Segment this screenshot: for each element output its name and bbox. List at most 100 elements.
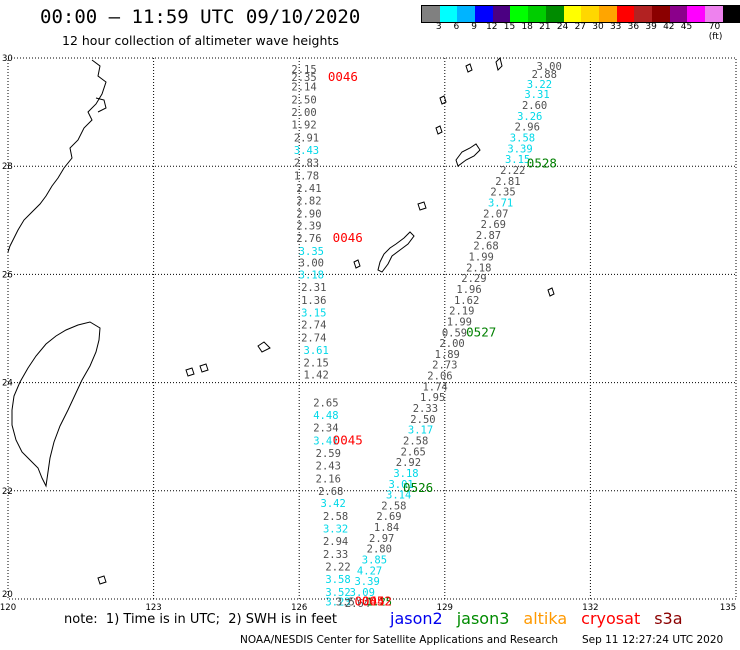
wave-height-value: 2.82 [296, 195, 321, 207]
wave-height-value: 2.74 [301, 333, 326, 345]
wave-height-value: 1.96 [456, 284, 481, 296]
latitude-label: 26 [2, 270, 13, 280]
latitude-label: 24 [2, 379, 13, 389]
wave-height-value: 2.80 [367, 544, 392, 556]
wave-height-value: 2.22 [325, 562, 350, 574]
yaeyama-island [185, 367, 195, 377]
wave-height-value: 2.58 [381, 500, 406, 512]
longitude-label: 126 [291, 603, 307, 613]
lat-lon-grid [7, 57, 737, 600]
wave-height-value: 1.95 [420, 392, 445, 404]
colorbar-swatch [439, 6, 458, 22]
wave-height-value: 2.33 [413, 403, 438, 415]
wave-height-value: 3.22 [527, 79, 552, 91]
colorbar-swatch [722, 6, 740, 22]
wave-height-value: 3.58 [510, 133, 535, 145]
latitude-label: 20 [2, 590, 13, 600]
wave-height-value: 2.06 [427, 371, 452, 383]
colorbar-swatch [598, 6, 617, 22]
wave-height-value: 2.22 [500, 165, 525, 177]
kumejima-island [353, 259, 361, 269]
longitude-label: 123 [145, 603, 161, 613]
pass-time-label: 0046 [328, 69, 358, 84]
colorbar-label: 27 [574, 22, 587, 32]
colorbar-label: 30 [592, 22, 604, 32]
colorbar-swatch [510, 6, 529, 22]
colorbar-label: 24 [556, 22, 569, 32]
wave-height-value: 2.39 [296, 221, 321, 233]
colorbar-label: 3 [435, 22, 442, 32]
colorbar-label: 70 (ft) [708, 22, 723, 42]
colorbar-label: 12 [486, 22, 498, 32]
taiwan-coastline [11, 321, 101, 488]
legend-s3a: s3a [654, 609, 683, 628]
wave-height-value: 2.76 [296, 233, 321, 245]
wave-height-value: 2.35 [291, 72, 316, 84]
colorbar-swatch [705, 6, 723, 22]
colorbar-swatch [422, 6, 440, 22]
wave-height-value: 3.15 [505, 154, 530, 166]
colorbar-swatch [669, 6, 688, 22]
wave-height-value: 2.81 [495, 176, 520, 188]
wave-height-value: 3.61 [304, 345, 329, 357]
wave-height-value: 2.50 [410, 414, 435, 426]
islet-east [439, 95, 447, 105]
colorbar-label: 21 [539, 22, 551, 32]
map-title: 00:00 – 11:59 UTC 09/10/2020 [40, 6, 361, 28]
wave-height-value: 4.27 [357, 565, 382, 577]
pass-time-label: 0044 [355, 594, 385, 609]
wave-height-value: 3.5 [336, 597, 355, 609]
wave-height-value: 2.87 [476, 230, 501, 242]
wave-height-value: 1.99 [469, 252, 494, 264]
wave-height-value: 1.42 [304, 369, 329, 381]
wave-height-value: 3.15 [301, 307, 326, 319]
wave-height-value: 1.99 [447, 316, 472, 328]
wave-height-value: 0.59 [442, 327, 467, 339]
wave-height-value: 3.17 [408, 425, 433, 437]
wave-height-value: 3.71 [488, 197, 513, 209]
wave-height-value: 3.35 [299, 246, 324, 258]
colorbar-label: 42 [663, 22, 675, 32]
wave-height-value: 1.25 [367, 597, 392, 609]
colorbar-swatch [581, 6, 599, 22]
wave-height-value: 2.90 [296, 208, 321, 220]
wave-height-value: 1.36 [301, 295, 326, 307]
satellite-legend: jason2 jason3 altika cryosat s3a [390, 609, 697, 628]
wave-height-value: 3.43 [294, 145, 319, 157]
wave-height-value: 3.39 [507, 143, 532, 155]
wave-height-value: 2.64 [345, 598, 370, 610]
colorbar-labels: 3 6 9 12 15 18 21 24 27 30 33 36 39 42 45 70 (ft) [421, 22, 731, 42]
colorbar-label: 39 [645, 22, 657, 32]
longitude-label: 132 [582, 603, 598, 613]
wave-height-value: 2.34 [313, 423, 338, 435]
wave-height-value: 3.23 [325, 597, 350, 609]
wave-height-value: 2.58 [323, 511, 348, 523]
wave-height-value: 3.58 [325, 574, 350, 586]
legend-altika: altika [523, 609, 568, 628]
wave-height-value: 3.85 [362, 555, 387, 567]
colorbar-swatch [634, 6, 652, 22]
wave-height-value: 2.94 [323, 536, 348, 548]
wave-height-value: 2.43 [316, 460, 341, 472]
wave-height-value: 1.84 [374, 522, 399, 534]
pass-time-label: 0045 [333, 432, 363, 447]
wave-height-value: 2.14 [291, 82, 316, 94]
wave-height-value: 2.83 [294, 157, 319, 169]
wave-height-value: 3.39 [354, 576, 379, 588]
wave-height-colorbar [421, 5, 740, 23]
wave-height-value: 3.32 [323, 524, 348, 536]
wave-height-value: 2.96 [515, 122, 540, 134]
latitude-label: 28 [2, 162, 13, 172]
pass-time-label: 0527 [466, 324, 496, 339]
colorbar-label: 18 [521, 22, 533, 32]
wave-height-value: 3.18 [393, 468, 418, 480]
wave-height-value: 2.18 [466, 262, 491, 274]
wave-height-value: 3.31 [524, 89, 549, 101]
colorbar-swatch [475, 6, 493, 22]
wave-height-value: 1.89 [435, 349, 460, 361]
pass-time-label: 0046 [333, 230, 363, 245]
longitude-label: 135 [720, 603, 736, 613]
pass-time-label: 0052 [362, 594, 392, 609]
miyako-island [257, 341, 271, 353]
